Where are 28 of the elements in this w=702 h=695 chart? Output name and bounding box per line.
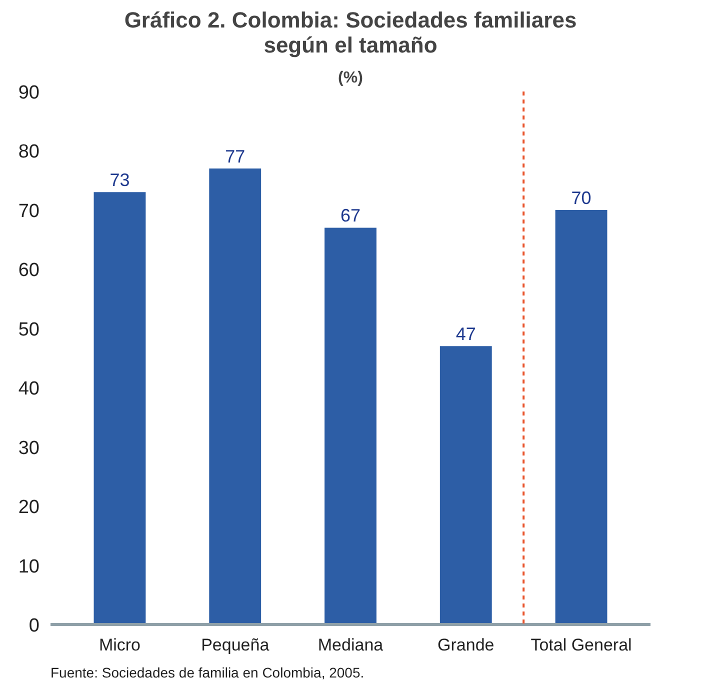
y-tick-label: 0 xyxy=(28,616,40,636)
chart-subtitle: (%) xyxy=(338,70,363,86)
x-tick-label: Grande xyxy=(438,636,494,654)
data-label: 67 xyxy=(340,206,361,226)
y-tick-label: 20 xyxy=(18,497,40,518)
y-tick-label: 50 xyxy=(18,319,40,340)
y-tick-label: 70 xyxy=(18,200,40,222)
data-label: 47 xyxy=(456,324,476,344)
bar xyxy=(324,228,376,624)
x-tick-label: Pequeña xyxy=(201,636,270,654)
bar xyxy=(440,346,492,624)
y-tick-label: 40 xyxy=(18,378,40,400)
x-tick-label: Mediana xyxy=(318,636,384,654)
data-label: 73 xyxy=(110,170,130,190)
data-label: 77 xyxy=(225,146,246,166)
y-tick-label: 30 xyxy=(18,438,40,459)
source-note: Fuente: Sociedades de familia en Colombia, 2005. xyxy=(50,664,364,680)
bar xyxy=(209,168,262,624)
x-tick-label: Micro xyxy=(98,636,141,654)
y-tick-label: 10 xyxy=(18,556,40,578)
bar xyxy=(94,192,146,624)
data-label: 70 xyxy=(571,188,592,208)
y-tick-label: 90 xyxy=(18,82,40,104)
chart-title: Gráfico 2. Colombia: Sociedades familiares según el tamaño xyxy=(124,8,577,58)
x-tick-label: Total General xyxy=(530,636,632,654)
bar xyxy=(555,210,608,624)
y-tick-label: 80 xyxy=(18,142,40,163)
y-tick-label: 60 xyxy=(18,260,40,282)
